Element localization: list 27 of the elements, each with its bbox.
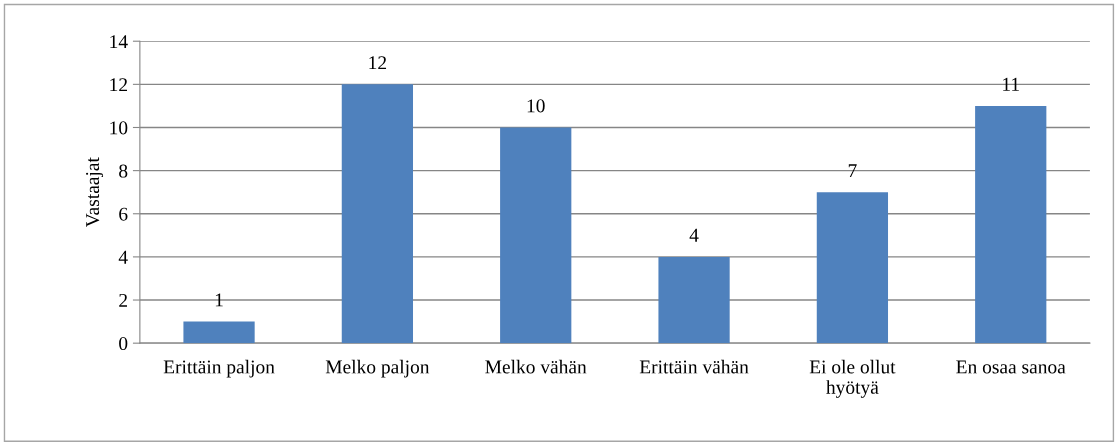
- y-tick-label: 14: [110, 35, 128, 48]
- x-tick-label: En osaa sanoa: [956, 360, 1066, 374]
- x-tick-label: Ei ole ollut hyötyä: [809, 359, 896, 398]
- data-label: 10: [527, 99, 545, 113]
- bar: [183, 321, 255, 344]
- y-tick-label: 4: [118, 250, 128, 264]
- y-tick-label: 0: [119, 336, 128, 351]
- x-tick-label: Melko paljon: [325, 359, 430, 378]
- y-tick-label: 2: [119, 293, 127, 307]
- bar: [816, 192, 889, 344]
- x-tick-label: Melko vähän: [485, 359, 587, 374]
- x-tick-label: Erittäin paljon: [163, 359, 275, 378]
- y-tick-label: 6: [119, 207, 128, 221]
- bar: [341, 84, 414, 344]
- y-tick-label: 12: [110, 78, 127, 92]
- data-label: 12: [369, 56, 387, 70]
- bar: [975, 105, 1047, 344]
- y-axis-title: Vastaajat: [86, 157, 104, 228]
- data-label: 1: [215, 293, 223, 307]
- data-label: 11: [1003, 77, 1019, 91]
- y-tick-label: 10: [110, 121, 128, 135]
- bar: [658, 256, 730, 344]
- data-label: 7: [848, 164, 857, 177]
- x-tick-label: Erittäin vähän: [639, 359, 749, 374]
- bar: [500, 127, 572, 344]
- y-tick-label: 8: [119, 164, 128, 178]
- data-label: 4: [689, 228, 699, 242]
